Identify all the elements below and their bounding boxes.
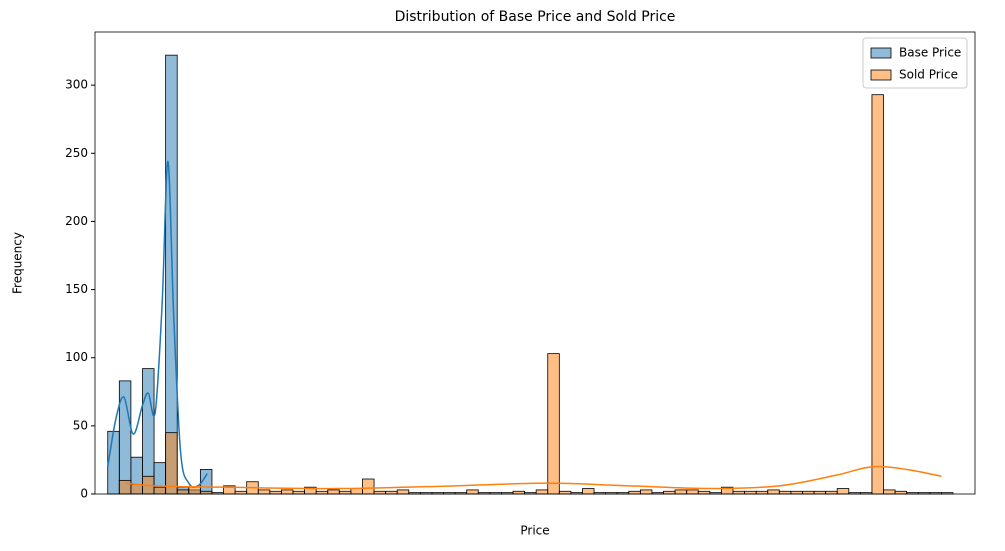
plot-frame [94,31,976,495]
y-tick-label: 200 [65,214,88,228]
bar [107,430,120,495]
bar [778,490,792,495]
bar [802,490,815,495]
bar [118,479,132,495]
legend-swatch [870,47,892,59]
bar [674,489,688,495]
bar [535,489,549,495]
bar [142,368,155,495]
bar [269,490,282,495]
bar [176,489,190,495]
bar [697,490,711,495]
bar [871,94,884,495]
bar [825,490,838,495]
bar [767,489,780,495]
bar [188,486,201,495]
bar [639,489,653,495]
legend-label: Base Price [899,46,961,60]
legend-label: Sold Price [899,68,958,82]
bar [813,490,827,495]
bar [281,489,294,495]
bar [836,488,850,495]
y-tick-label: 50 [73,418,88,432]
bar [732,490,745,495]
bar [153,486,167,495]
bar [199,490,213,495]
bar [338,490,352,495]
bar [234,490,248,495]
bar [755,490,769,495]
bar [315,490,329,495]
y-tick-label: 250 [65,146,88,160]
bar [790,490,803,495]
bar [547,353,560,495]
kde-line [106,160,208,488]
chart-title: Distribution of Base Price and Sold Pric… [395,9,676,25]
y-tick-label: 100 [65,350,88,364]
legend-swatch [870,69,892,81]
bar [130,484,143,495]
bar [385,490,398,495]
y-axis-label: Frequency [11,232,25,294]
bar [883,489,896,495]
bar [327,489,340,495]
kde-line [125,465,942,490]
bar [894,490,908,495]
bar [396,489,410,495]
y-tick-label: 150 [65,282,88,296]
bar [512,490,525,495]
bar [257,489,271,495]
bar [466,489,479,495]
bar [165,54,178,495]
x-axis-label: Price [520,524,549,538]
bar [558,490,572,495]
bar [686,489,699,495]
bar [582,488,595,495]
bar [628,490,641,495]
bar [350,488,363,495]
bar [292,490,305,495]
bar [373,490,387,495]
y-tick-label: 300 [65,78,88,92]
bar [744,490,757,495]
bar [165,432,178,495]
bar [362,478,375,495]
y-tick-label: 0 [80,487,88,501]
bar [663,490,676,495]
